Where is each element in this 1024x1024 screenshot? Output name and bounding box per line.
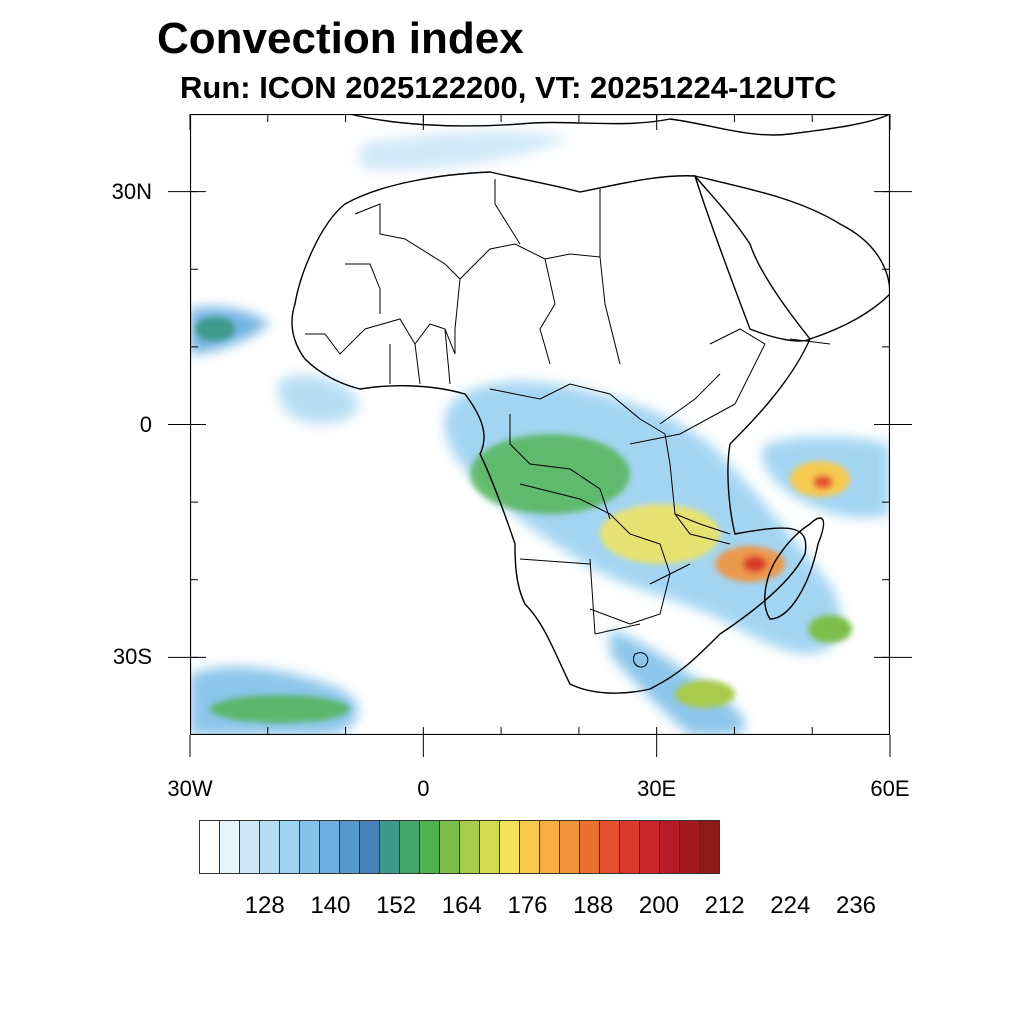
colorbar-swatch [619,820,640,874]
colorbar-swatch [519,820,540,874]
convection-gulf-guinea [278,375,360,424]
colorbar-swatch [599,820,620,874]
lesotho [632,652,649,668]
colorbar-swatch [439,820,460,874]
colorbar-swatch [679,820,700,874]
map-panel [190,114,890,735]
colorbar-swatch [459,820,480,874]
border-west [305,263,456,385]
colorbar-label: 128 [244,892,285,919]
convection-atlantic-core [210,695,350,723]
chart-subtitle: Run: ICON 2025122200, VT: 20251224-12UTC [180,70,837,105]
colorbar-swatch [259,820,280,874]
colorbar-label: 188 [573,892,614,919]
colorbar-swatch [339,820,360,874]
convection-core [195,317,852,723]
colorbar-swatch [399,820,420,874]
map-svg [190,114,890,735]
colorbar-label: 212 [704,892,745,919]
borders [305,179,831,668]
colorbar-swatch [279,820,300,874]
lat-tick-label: 30S [112,644,152,670]
africa-coastline [291,171,812,694]
chart-title: Convection index [157,14,524,63]
colorbar-swatch [299,820,320,874]
convection-moz-hot [743,556,767,572]
colorbar-swatch [659,820,680,874]
colorbar-label: 140 [310,892,351,919]
arabian-peninsula [693,174,890,340]
colorbar-swatch [359,820,380,874]
border-central [489,383,736,635]
europe-coast [349,114,890,136]
colorbar-label: 224 [770,892,811,919]
convection-se-africa-band [610,629,745,735]
convection-zambia-core [600,504,720,564]
colorbar-swatch [579,820,600,874]
colorbar-label: 164 [441,892,482,919]
colorbar-swatch [479,820,500,874]
lon-tick-label: 30E [637,776,677,801]
colorbar-swatch [559,820,580,874]
lon-tick-label: 60E [870,776,910,801]
colorbar [199,820,720,874]
colorbar-swatch [639,820,660,874]
lat-tick-label: 30N [111,178,152,204]
colorbar-label: 152 [376,892,417,919]
border-north [354,179,621,365]
lon-tick-label: 30W [167,776,213,801]
colorbar-swatch [419,820,440,874]
colorbar-label: 236 [835,892,877,919]
colorbar-swatch [239,820,260,874]
convection-north-africa-streak [360,131,570,170]
colorbar-label: 200 [638,892,679,919]
colorbar-label: 176 [507,892,548,919]
colorbar-swatch [539,820,560,874]
convection-cape-verde-core [195,317,235,341]
convection-indian-hot [813,475,833,489]
colorbar-swatch [199,820,220,874]
lon-tick-label: 0 [417,776,430,801]
border-east [659,328,831,535]
lat-tick-label: 0 [139,411,152,437]
convection-madagascar-south [808,615,852,643]
colorbar-swatch [699,820,720,874]
colorbar-swatch [219,820,240,874]
convection-congo-green [470,434,630,514]
colorbar-swatch [319,820,340,874]
colorbar-swatch [499,820,520,874]
madagascar [764,517,825,620]
coastlines [291,114,890,694]
convection-se-band-core [675,680,735,708]
colorbar-swatch [379,820,400,874]
